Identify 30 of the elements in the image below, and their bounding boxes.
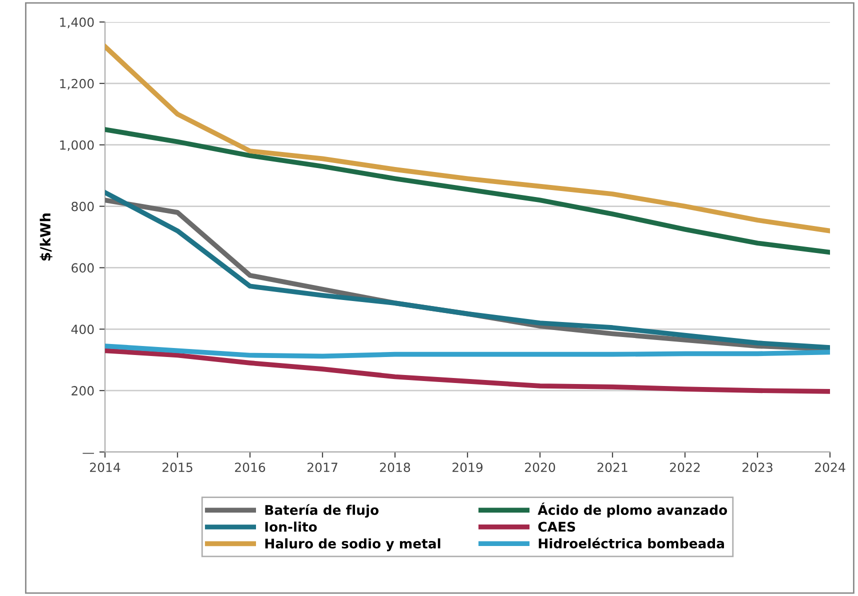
- x-tick-label: 2016: [235, 462, 266, 472]
- y-axis-title: $/kWh: [40, 213, 52, 261]
- x-tick-label: 2023: [742, 462, 772, 472]
- legend-label: Hidroeléctrica bombeada: [538, 538, 724, 548]
- x-tick-label: 2021: [598, 462, 628, 472]
- legend-label: CAES: [538, 522, 576, 532]
- legend-label: Ácido de plomo avanzado: [538, 502, 728, 518]
- line-series: [105, 344, 830, 359]
- legend-label: Haluro de sodio y metal: [265, 538, 440, 552]
- y-tick-label: 200: [72, 386, 94, 396]
- x-tick-label: 2024: [815, 462, 846, 472]
- x-tick-label: 2017: [308, 462, 338, 472]
- x-tick-label: 2014: [90, 462, 120, 472]
- x-tick-label: 2020: [525, 462, 556, 472]
- line-series: [105, 127, 830, 255]
- x-tick-label: 2019: [452, 462, 483, 472]
- y-tick-label: 1,000: [60, 140, 94, 152]
- y-tick-label: 1,200: [60, 78, 94, 90]
- y-tick-label: —: [82, 452, 94, 454]
- y-tick-label: 600: [72, 263, 94, 273]
- y-tick-label: 800: [72, 202, 94, 212]
- line-series: [105, 348, 830, 394]
- line-series: [105, 44, 830, 234]
- x-tick-label: 2022: [670, 462, 700, 472]
- x-tick-label: 2018: [380, 462, 410, 472]
- x-tick-label: 2015: [162, 462, 192, 472]
- y-tick-label: 400: [71, 324, 94, 334]
- y-tick-label: 1,400: [60, 17, 94, 28]
- legend-label: Ion-lito: [265, 522, 317, 532]
- legend-label: Batería de flujo: [265, 504, 379, 518]
